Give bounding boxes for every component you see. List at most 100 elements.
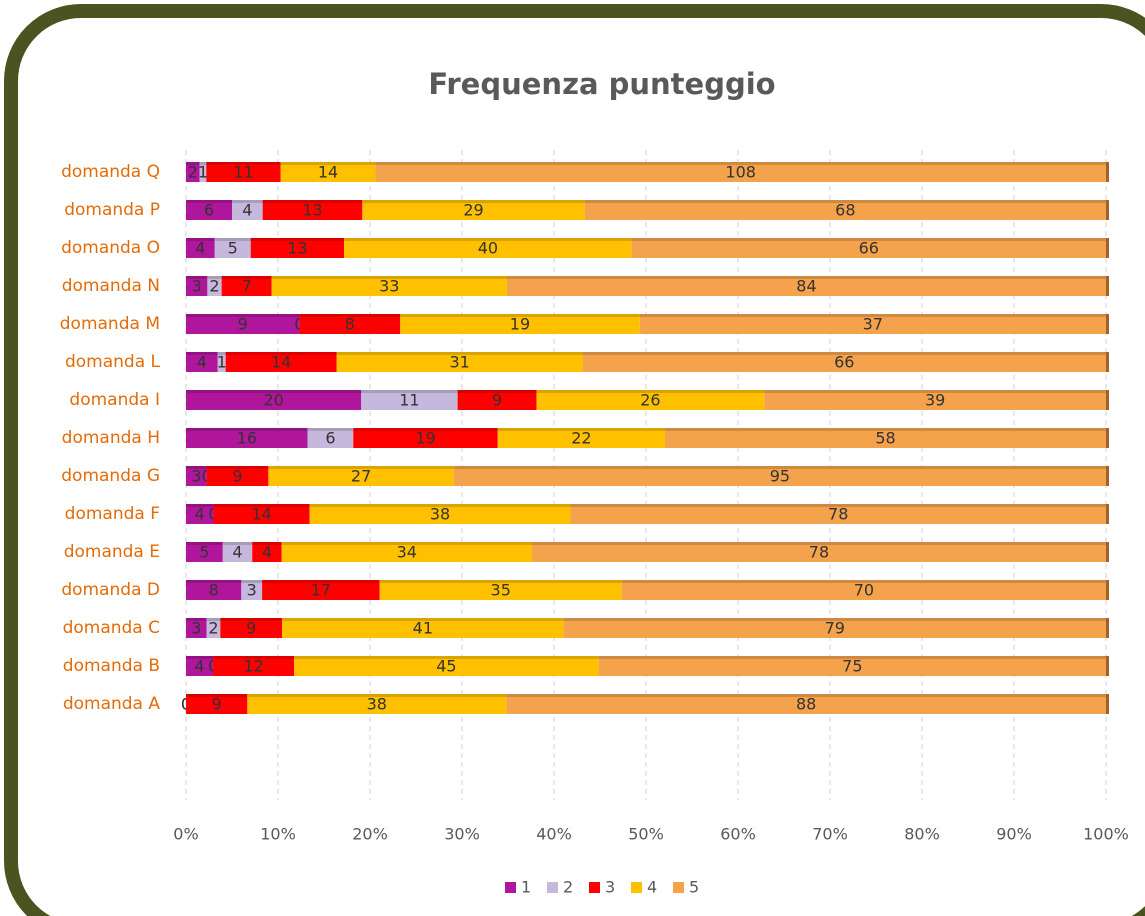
data-label: 34: [397, 543, 417, 562]
bar-segment: [506, 276, 1106, 296]
data-label: 9: [212, 695, 222, 714]
bar-end: [1106, 656, 1109, 676]
bar-top: [344, 238, 632, 241]
data-label: 1: [217, 353, 227, 372]
y-tick-label: domanda E: [64, 542, 160, 562]
data-label: 70: [854, 581, 874, 600]
bar-top: [220, 618, 283, 621]
bar-top: [400, 314, 640, 317]
data-label: 4: [195, 505, 205, 524]
bar-segment: [584, 200, 1106, 220]
legend-label: 4: [647, 878, 657, 897]
bar-top: [497, 428, 666, 431]
bar-segment: [307, 428, 354, 448]
bar-segment: [262, 200, 363, 220]
bar-end: [1106, 276, 1109, 296]
bar-segment: [232, 200, 263, 220]
data-label: 39: [925, 391, 945, 410]
data-label: 2: [208, 619, 218, 638]
bar-segment: [453, 466, 1106, 486]
x-tick-label: 70%: [812, 825, 848, 844]
bar-segment: [213, 504, 310, 524]
bar-end: [1106, 428, 1109, 448]
bar-top: [186, 466, 207, 469]
bar-top: [281, 542, 532, 545]
legend-label: 1: [521, 878, 531, 897]
bar-top: [361, 390, 458, 393]
bar-top: [214, 238, 251, 241]
x-tick-label: 80%: [904, 825, 940, 844]
bar-top: [631, 238, 1106, 241]
y-tick-label: domanda P: [64, 200, 160, 220]
bar-segment: [186, 200, 232, 220]
bar-segment: [186, 238, 215, 258]
bar-top: [186, 428, 308, 431]
bar-top: [262, 580, 380, 583]
bar-top: [598, 656, 1106, 659]
bar-top: [336, 352, 583, 355]
bar-segment: [294, 656, 599, 676]
bar-top: [206, 466, 269, 469]
bar-segment: [186, 618, 207, 638]
data-label: 8: [209, 581, 219, 600]
data-label: 2: [188, 163, 198, 182]
data-label: 5: [228, 239, 238, 258]
x-tick-label: 50%: [628, 825, 664, 844]
bar-top: [309, 504, 571, 507]
bar-segment: [457, 390, 537, 410]
bar-top: [584, 200, 1106, 203]
data-label: 88: [796, 695, 816, 714]
bar-segment: [186, 390, 362, 410]
y-tick-label: domanda G: [61, 466, 160, 486]
x-tick-label: 20%: [352, 825, 388, 844]
data-label: 2: [209, 277, 219, 296]
bar-top: [206, 162, 281, 165]
data-label: 41: [413, 619, 433, 638]
bar-segment: [250, 238, 345, 258]
x-tick-label: 10%: [260, 825, 296, 844]
bar-segment: [563, 618, 1106, 638]
bar-top: [353, 428, 498, 431]
bar-segment: [281, 542, 532, 562]
data-label: 16: [237, 429, 257, 448]
data-label: 4: [262, 543, 272, 562]
data-label: 19: [415, 429, 435, 448]
data-label: 11: [233, 163, 253, 182]
data-label: 20: [263, 391, 283, 410]
data-label: 14: [271, 353, 291, 372]
bar-top: [582, 352, 1106, 355]
bar-segment: [241, 580, 263, 600]
bar-top: [199, 162, 207, 165]
data-label: 33: [379, 277, 399, 296]
bar-segment: [186, 694, 248, 714]
bar-segment: [362, 200, 585, 220]
bar-segment: [639, 314, 1106, 334]
bar-top: [241, 580, 263, 583]
data-label: 8: [345, 315, 355, 334]
data-label: 12: [243, 657, 263, 676]
bar-segment: [213, 656, 295, 676]
data-label: 108: [725, 163, 756, 182]
data-label: 9: [238, 315, 248, 334]
data-label: 35: [491, 581, 511, 600]
bar-segment: [280, 162, 376, 182]
bar-top: [639, 314, 1106, 317]
frame: [4, 4, 1145, 916]
bar-top: [186, 580, 242, 583]
bar-end: [1106, 618, 1109, 638]
bar-end: [1106, 466, 1109, 486]
data-label: 13: [302, 201, 322, 220]
bar-segment: [199, 162, 207, 182]
bar-top: [247, 694, 507, 697]
y-tick-label: domanda F: [65, 504, 160, 524]
bar-segment: [206, 162, 281, 182]
y-tick-label: domanda B: [63, 656, 160, 676]
y-tick-label: domanda C: [63, 618, 160, 638]
legend-swatch: [547, 882, 558, 893]
data-label: 4: [197, 353, 207, 372]
bar-top: [307, 428, 354, 431]
bar-top: [221, 276, 272, 279]
legend-label: 3: [605, 878, 615, 897]
bar-segment: [764, 390, 1106, 410]
bar-top: [232, 200, 263, 203]
